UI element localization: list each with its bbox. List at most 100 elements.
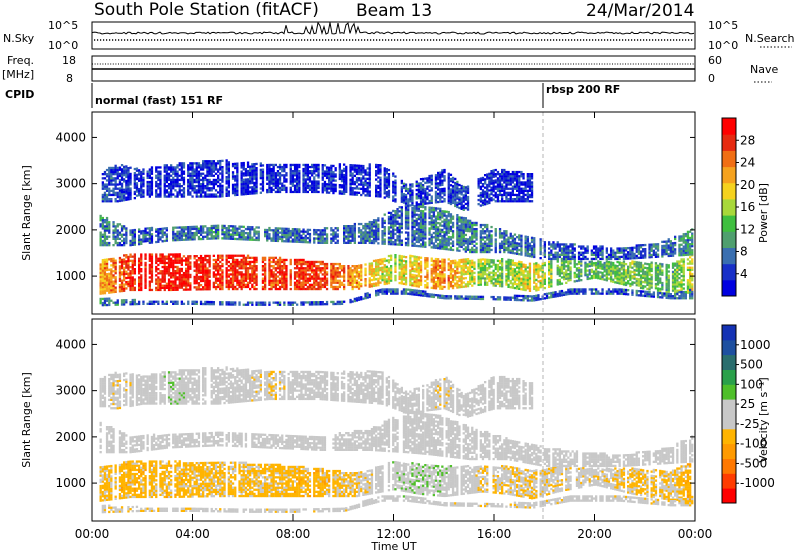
echo-cell: [691, 279, 694, 282]
echo-cell: [246, 262, 250, 266]
echo-cell: [426, 263, 429, 266]
echo-cell: [167, 282, 171, 285]
echo-cell: [492, 273, 495, 277]
echo-cell: [313, 275, 316, 278]
echo-cell: [187, 288, 190, 291]
echo-cell: [475, 242, 478, 245]
echo-cell: [445, 239, 448, 242]
echo-cell: [633, 269, 636, 272]
echo-cell: [238, 267, 241, 270]
echo-cell: [116, 301, 119, 304]
echo-cell: [689, 270, 692, 274]
echo-cell: [471, 234, 474, 237]
echo-cell: [469, 250, 472, 254]
echo-cell: [308, 241, 312, 244]
echo-cell: [118, 275, 122, 278]
echo-cell: [133, 270, 136, 273]
echo-cell: [210, 235, 213, 238]
echo-cell: [313, 241, 316, 244]
echo-cell: [210, 229, 213, 232]
echo-cell: [654, 287, 658, 290]
echo-cell: [481, 270, 485, 274]
echo-cell: [287, 236, 290, 239]
echo-cell: [691, 262, 694, 265]
echo-cell: [556, 281, 559, 284]
echo-cell: [340, 269, 344, 272]
echo-cell: [125, 256, 128, 259]
echo-cell: [432, 221, 435, 224]
echo-cell: [165, 233, 168, 236]
echo-cell: [419, 264, 423, 268]
echo-cell: [313, 271, 316, 274]
echo-cell: [419, 243, 423, 246]
echo-cell: [622, 290, 626, 293]
echo-cell: [223, 233, 226, 236]
echo-cell: [415, 293, 418, 296]
echo-cell: [221, 226, 224, 230]
echo-cell: [105, 281, 109, 284]
echo-cell: [498, 244, 502, 247]
echo-cell: [197, 271, 201, 274]
echo-cell: [400, 227, 403, 230]
echo-cell: [648, 273, 651, 276]
echo-cell: [460, 218, 463, 221]
echo-cell: [377, 263, 380, 266]
echo-cell: [161, 280, 164, 283]
echo-cell: [477, 281, 480, 284]
echo-cell: [635, 265, 638, 268]
echo-cell: [193, 300, 196, 303]
echo-cell: [189, 257, 192, 260]
echo-cell: [573, 259, 576, 262]
echo-cell: [691, 285, 694, 288]
echo-cell: [415, 244, 418, 248]
echo-cell: [400, 282, 403, 285]
echo-cell: [475, 228, 478, 231]
echo-cell: [125, 262, 128, 265]
echo-cell: [428, 223, 431, 226]
echo-cell: [528, 295, 532, 298]
echo-cell: [437, 274, 440, 278]
echo-cell: [114, 303, 117, 306]
echo-cell: [599, 265, 602, 268]
echo-cell: [270, 256, 273, 259]
echo-cell: [577, 260, 581, 263]
echo-cell: [494, 242, 497, 245]
echo-cell: [140, 288, 143, 292]
echo-cell: [462, 229, 465, 232]
echo-cell: [548, 277, 551, 280]
echo-cell: [605, 279, 608, 282]
echo-cell: [652, 295, 655, 298]
echo-cell: [208, 273, 211, 276]
echo-cell: [567, 262, 570, 265]
echo-cell: [426, 282, 429, 285]
echo-cell: [667, 280, 670, 284]
echo-cell: [439, 232, 442, 235]
echo-cell: [447, 210, 450, 214]
echo-cell: [648, 265, 651, 268]
echo-cell: [242, 279, 245, 282]
echo-cell: [381, 279, 384, 282]
echo-cell: [298, 283, 301, 286]
echo-cell: [195, 263, 198, 266]
echo-cell: [648, 267, 651, 270]
echo-cell: [355, 265, 359, 268]
echo-cell: [251, 279, 254, 282]
echo-cell: [434, 276, 438, 279]
echo-cell: [537, 280, 540, 283]
echo-cell: [439, 207, 442, 210]
echo-cell: [445, 221, 448, 224]
echo-cell: [332, 269, 335, 272]
echo-cell: [652, 293, 655, 296]
echo-cell: [238, 231, 241, 234]
echo-cell: [501, 236, 504, 239]
echo-cell: [101, 279, 104, 283]
echo-cell: [639, 266, 643, 269]
echo-cell: [539, 298, 542, 301]
echo-cell: [264, 277, 267, 280]
echo-cell: [347, 229, 350, 232]
echo-cell: [616, 269, 619, 272]
echo-cell: [120, 303, 124, 306]
echo-cell: [469, 272, 472, 275]
echo-cell: [456, 224, 459, 227]
